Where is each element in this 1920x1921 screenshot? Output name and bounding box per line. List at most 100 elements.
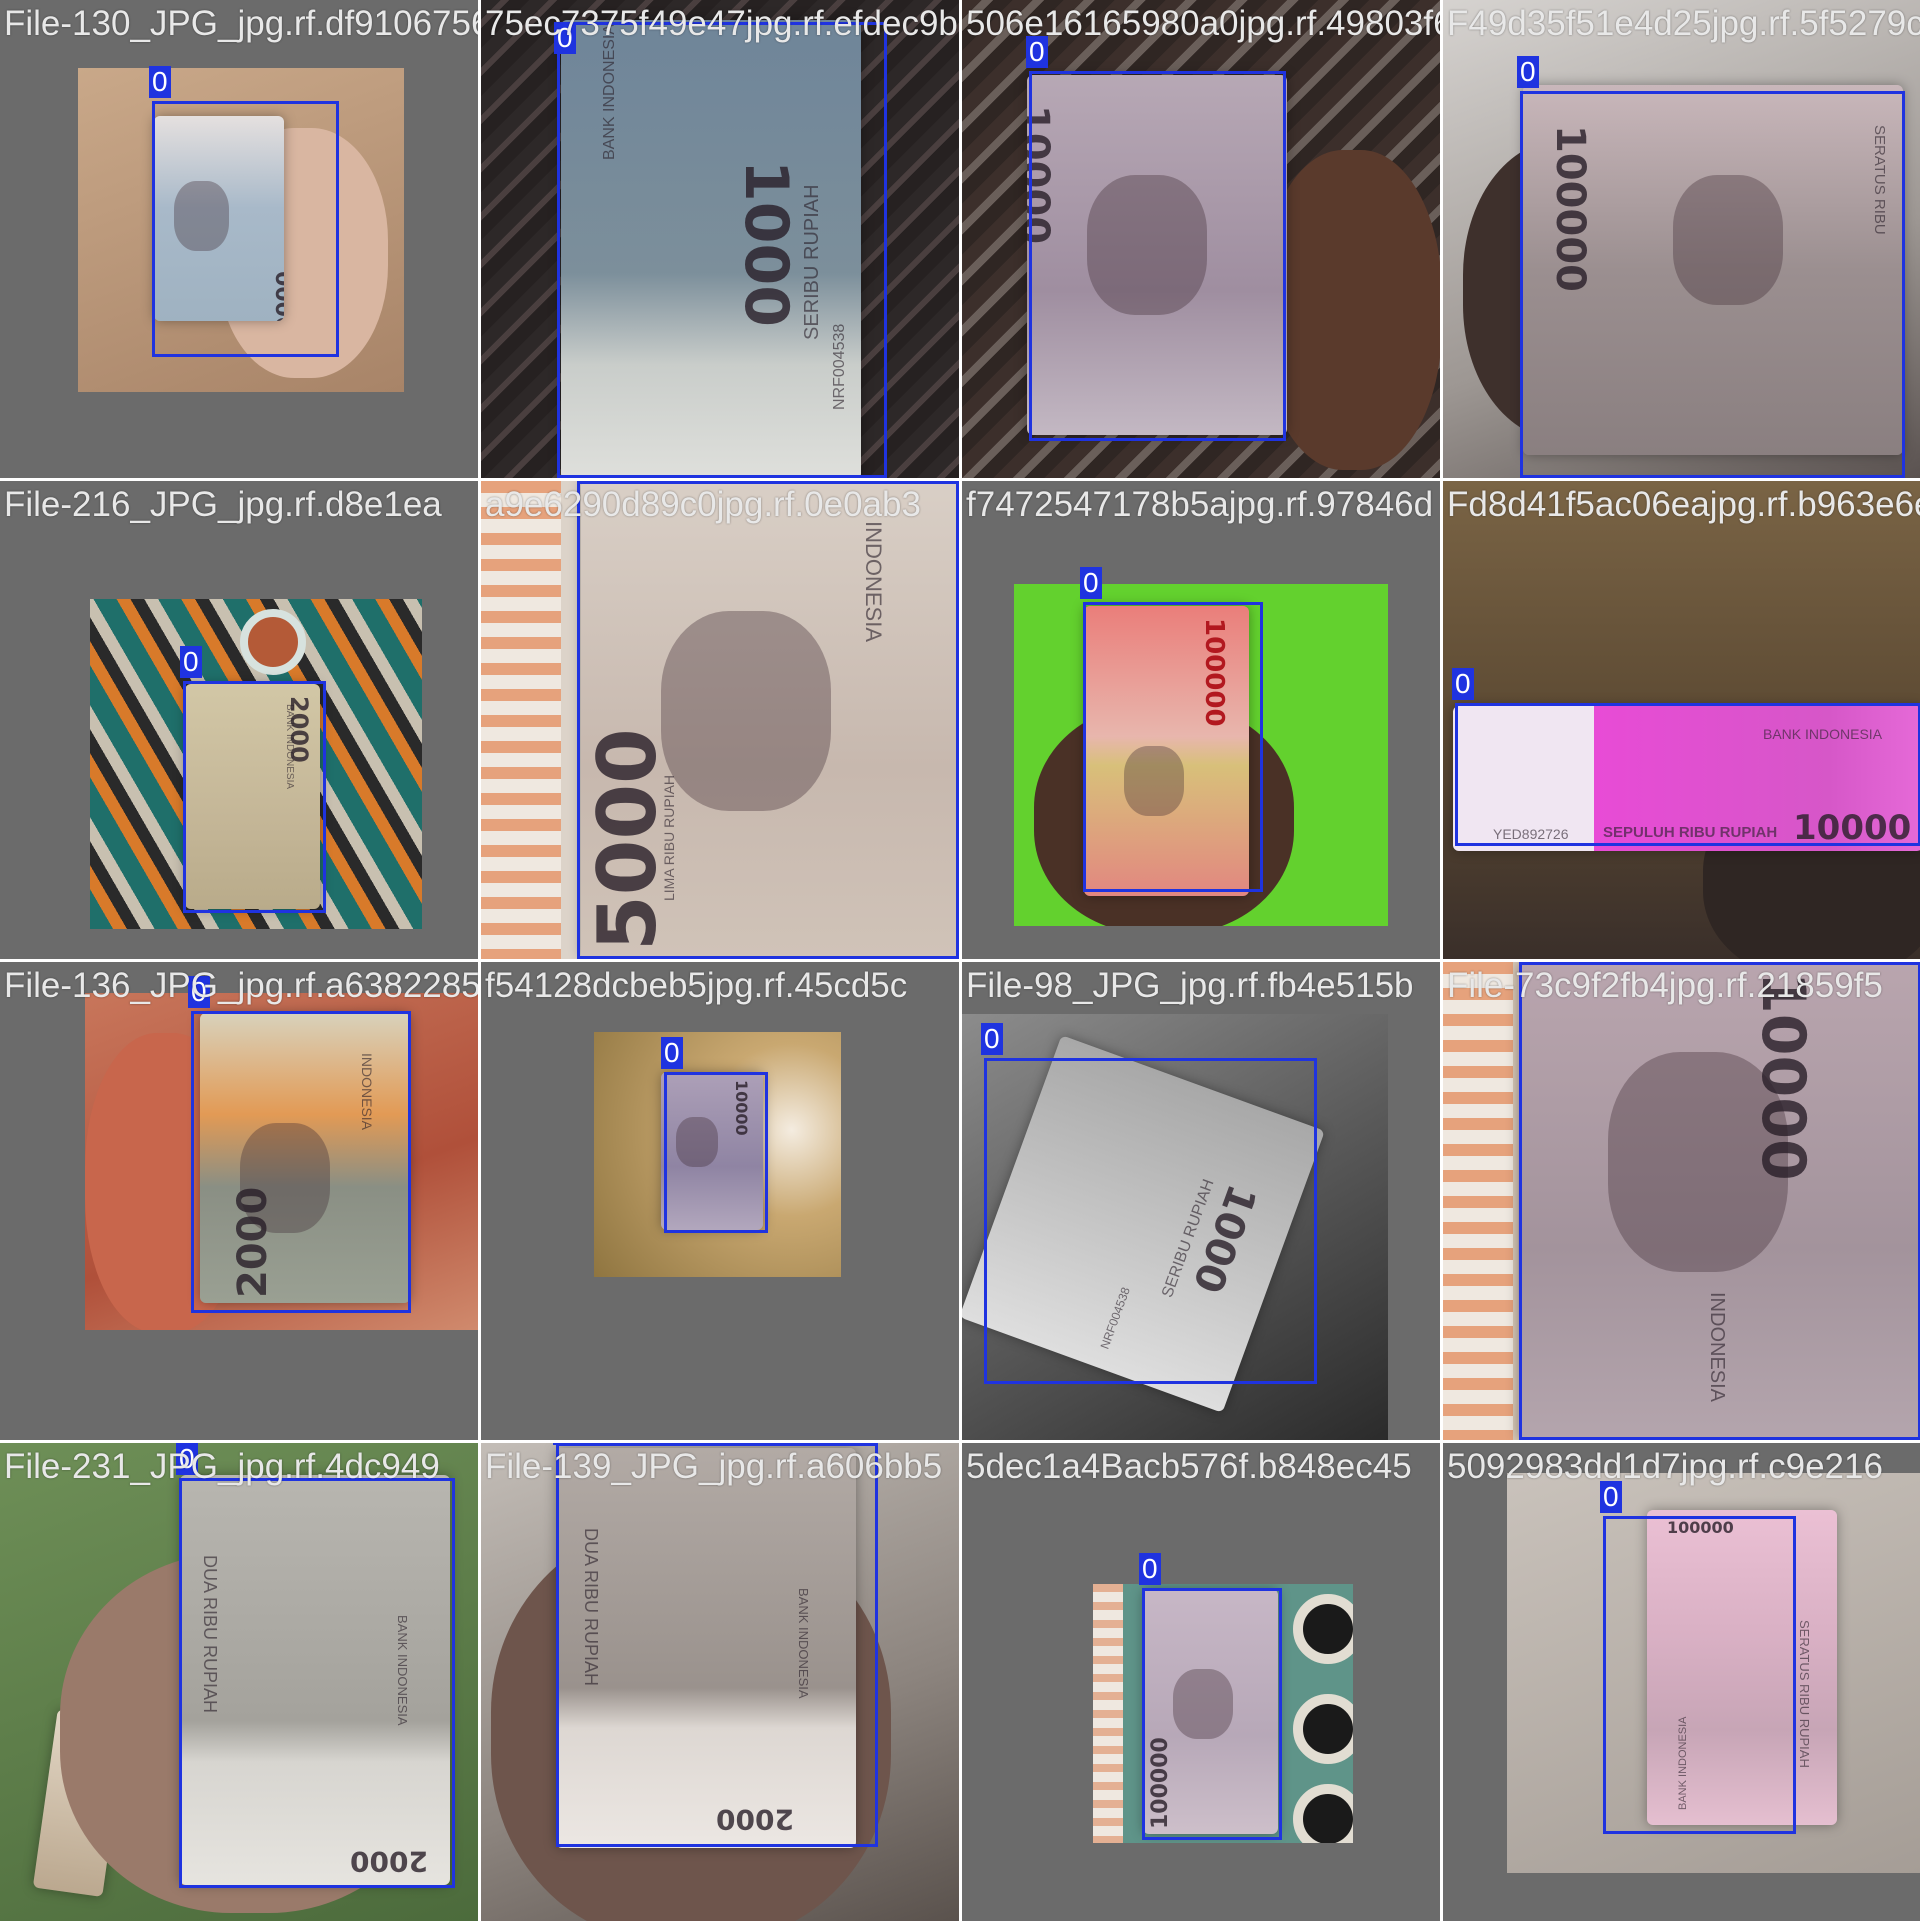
denomination: 100000 bbox=[1667, 1518, 1734, 1537]
photo: 10000 bbox=[594, 1032, 841, 1277]
filename: File-130_JPG_jpg.rf.df9106756e bbox=[4, 4, 478, 43]
class-label: 0 bbox=[180, 646, 202, 678]
bounding-box bbox=[556, 1443, 878, 1847]
bounding-box bbox=[179, 1478, 455, 1888]
tile-8: BANK INDONESIA YED892726 SEPULUH RIBU RU… bbox=[1443, 481, 1920, 959]
tile-4: 100000 SERATUS RIBU 0 F49d35f51e4d25jpg.… bbox=[1443, 0, 1920, 478]
bounding-box bbox=[152, 101, 339, 357]
class-label: 0 bbox=[1139, 1553, 1161, 1585]
filename: f7472547178b5ajpg.rf.97846d bbox=[966, 485, 1434, 524]
tile-9: INDONESIA 2000 0 File-136_JPG_jpg.rf.a63… bbox=[0, 962, 478, 1440]
bounding-box bbox=[1455, 703, 1920, 846]
tile-1: 20000 0 File-130_JPG_jpg.rf.df9106756e bbox=[0, 0, 478, 478]
denomination-words: SERATUS RIBU RUPIAH bbox=[1797, 1620, 1812, 1768]
photo: BANK INDONESIA SERATUS RIBU RUPIAH 10000… bbox=[1507, 1473, 1920, 1873]
bounding-box bbox=[191, 1011, 411, 1313]
class-label: 0 bbox=[188, 976, 210, 1008]
tile-12: INDONESIA 10000 0 File-73c9f2fb4jpg.rf.2… bbox=[1443, 962, 1920, 1440]
banknote: 100000 bbox=[1084, 606, 1249, 896]
filename: File-98_JPG_jpg.rf.fb4e515b bbox=[966, 966, 1414, 1005]
class-label: 0 bbox=[1452, 668, 1474, 700]
banknote: BANK INDONESIA DUA RIBU RUPIAH 2000 bbox=[180, 1475, 450, 1885]
filename: 5dec1a4Bacb576f.b848ec45 bbox=[966, 1447, 1412, 1486]
filename: F49d35f51e4d25jpg.rf.5f5279c bbox=[1447, 4, 1920, 43]
bounding-box bbox=[557, 22, 887, 478]
denomination-words: SEPULUH RIBU RUPIAH bbox=[1603, 824, 1778, 841]
bounding-box bbox=[984, 1058, 1317, 1384]
hand bbox=[1262, 150, 1440, 470]
class-label: 0 bbox=[553, 1443, 575, 1445]
hole-strip bbox=[1443, 962, 1513, 1440]
photo: INDONESIA 10000 bbox=[1443, 962, 1920, 1440]
class-label: 0 bbox=[1517, 56, 1539, 88]
filename: File-216_JPG_jpg.rf.d8e1ea bbox=[4, 485, 442, 524]
photo: BANK INDONESIA YED892726 SEPULUH RIBU RU… bbox=[1443, 481, 1920, 959]
photo: INDONESIA 2000 bbox=[85, 993, 478, 1330]
class-label: 0 bbox=[1026, 36, 1048, 68]
photo: BANK INDONESIA DUA RIBU RUPIAH 2000 bbox=[481, 1443, 959, 1921]
tile-5: BANK INDONESIA 2000 0 File-216_JPG_jpg.r… bbox=[0, 481, 478, 959]
class-label: 0 bbox=[554, 22, 576, 54]
banknote: 20000 bbox=[154, 116, 284, 321]
banknote: BANK INDONESIA DUA RIBU RUPIAH 2000 bbox=[556, 1448, 856, 1848]
class-label: 0 bbox=[149, 66, 171, 98]
banknote: BANK INDONESIA SERATUS RIBU RUPIAH 10000… bbox=[1647, 1510, 1837, 1825]
pattern-ring bbox=[240, 609, 306, 675]
photo: INDONESIA 5000 LIMA RIBU RUPIAH bbox=[481, 481, 959, 959]
banknote: INDONESIA 2000 bbox=[200, 1013, 410, 1303]
filename: 506e16165980a0jpg.rf.49803f64 bbox=[966, 4, 1440, 43]
photo: BANK INDONESIA 2000 bbox=[90, 599, 422, 929]
bounding-box bbox=[1603, 1516, 1796, 1834]
bounding-box bbox=[1520, 91, 1905, 478]
tile-14: BANK INDONESIA DUA RIBU RUPIAH 2000 0 Fi… bbox=[481, 1443, 959, 1921]
tile-2: BANK INDONESIA NRF004538 SERIBU RUPIAH 1… bbox=[481, 0, 959, 478]
bounding-box bbox=[1519, 962, 1920, 1440]
bank-name: BANK INDONESIA bbox=[1763, 726, 1883, 742]
bounding-box bbox=[1029, 71, 1286, 441]
tile-6: INDONESIA 5000 LIMA RIBU RUPIAH 0 a9e629… bbox=[481, 481, 959, 959]
filename: 75ec7375f49e47jpg.rf.efdec9b bbox=[485, 4, 958, 43]
filename: a9e6290d89c0jpg.rf.0e0ab3 bbox=[485, 485, 921, 524]
banknote: INDONESIA 10000 bbox=[1518, 962, 1920, 1440]
class-label: 0 bbox=[661, 1037, 683, 1069]
filename: File-139_JPG_jpg.rf.a606bb5 bbox=[485, 1447, 943, 1486]
tile-3: 10000 0 506e16165980a0jpg.rf.49803f64 bbox=[962, 0, 1440, 478]
class-label: 0 bbox=[1600, 1481, 1622, 1513]
photo: 20000 bbox=[78, 68, 404, 392]
bounding-box bbox=[183, 681, 326, 913]
bounding-box bbox=[1142, 1588, 1282, 1840]
banknote: 100000 bbox=[1143, 1589, 1278, 1834]
photo: BANK INDONESIA NRF004538 SERIBU RUPIAH 1… bbox=[481, 0, 959, 478]
class-label: 0 bbox=[1080, 567, 1102, 599]
class-label: 0 bbox=[176, 1443, 198, 1475]
pattern-ring bbox=[1293, 1594, 1353, 1664]
filename: File-136_JPG_jpg.rf.a6382285 bbox=[4, 966, 478, 1005]
tile-13: BANK INDONESIA DUA RIBU RUPIAH 2000 0 Fi… bbox=[0, 1443, 478, 1921]
banknote: 100000 SERATUS RIBU bbox=[1523, 85, 1903, 455]
serial: YED892726 bbox=[1493, 826, 1569, 842]
class-label: 0 bbox=[981, 1023, 1003, 1055]
filename: File-231_JPG_jpg.rf.4dc949 bbox=[4, 1447, 440, 1486]
filename: File-73c9f2fb4jpg.rf.21859f5 bbox=[1447, 966, 1883, 1005]
tile-15: 100000 0 5dec1a4Bacb576f.b848ec45 bbox=[962, 1443, 1440, 1921]
hole-strip bbox=[481, 481, 561, 959]
bounding-box bbox=[664, 1072, 768, 1233]
banknote: 10000 bbox=[661, 1072, 763, 1230]
banknote: INDONESIA 5000 LIMA RIBU RUPIAH bbox=[581, 481, 959, 959]
filename: Fd8d41f5ac06eajpg.rf.b963e6e bbox=[1447, 485, 1920, 524]
banknote: BANK INDONESIA NRF004538 SERIBU RUPIAH 1… bbox=[561, 20, 861, 478]
denomination: 10000 bbox=[1793, 808, 1912, 848]
tile-7: 100000 0 f7472547178b5ajpg.rf.97846d bbox=[962, 481, 1440, 959]
banknote: BANK INDONESIA YED892726 SEPULUH RIBU RU… bbox=[1453, 706, 1920, 851]
banknote: BANK INDONESIA 2000 bbox=[185, 684, 320, 909]
hole-strip bbox=[1093, 1584, 1123, 1843]
tile-16: BANK INDONESIA SERATUS RIBU RUPIAH 10000… bbox=[1443, 1443, 1920, 1921]
photo: 10000 bbox=[962, 0, 1440, 478]
banknote: 10000 bbox=[1027, 75, 1287, 435]
filename: 5092983dd1d7jpg.rf.c9e216 bbox=[1447, 1447, 1883, 1486]
photo: 100000 bbox=[1093, 1584, 1353, 1843]
bounding-box bbox=[577, 481, 959, 959]
tile-10: 10000 0 f54128dcbeb5jpg.rf.45cd5c bbox=[481, 962, 959, 1440]
bounding-box bbox=[1083, 602, 1263, 892]
